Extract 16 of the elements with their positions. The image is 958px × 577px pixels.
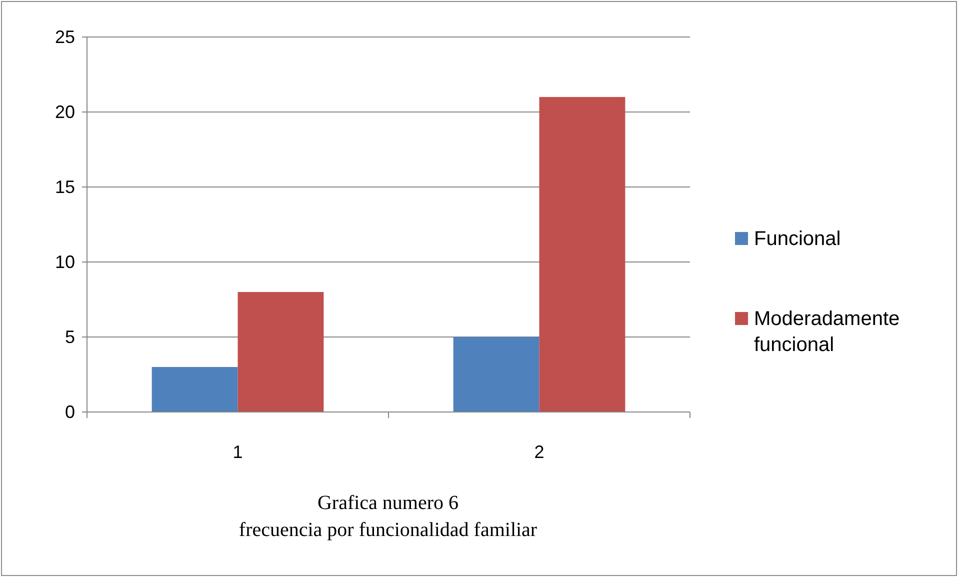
y-tick-label: 10 — [54, 252, 75, 272]
y-tick-label: 25 — [54, 26, 75, 47]
bar — [238, 292, 324, 412]
legend-label: Moderadamente funcional — [754, 308, 900, 356]
bar — [453, 337, 540, 412]
bar — [539, 97, 626, 412]
y-tick-label: 15 — [54, 176, 75, 197]
bar — [152, 367, 238, 412]
x-tick-label: 1 — [232, 442, 243, 462]
text: Grafica numero 6 — [317, 492, 459, 514]
y-tick-label: 0 — [64, 402, 75, 422]
x-tick-label: 2 — [534, 442, 544, 462]
legend-label: Funcional — [754, 228, 841, 250]
y-tick-label: 5 — [64, 326, 75, 347]
y-tick-label: 20 — [54, 102, 75, 122]
text: frecuencia por funcionalidad familiar — [238, 519, 538, 541]
